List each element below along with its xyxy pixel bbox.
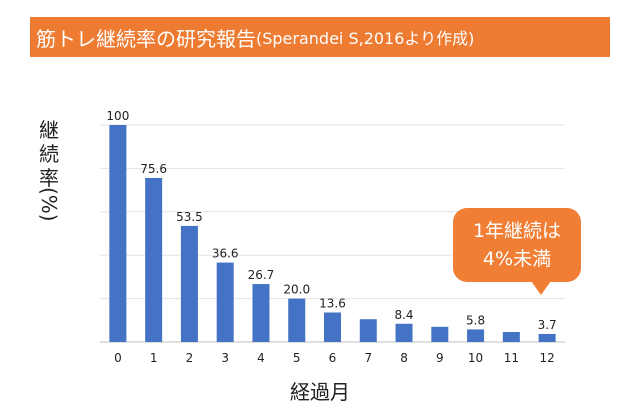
bar-month-1	[145, 177, 163, 342]
y-axis-label: 継続率 (%)	[34, 118, 64, 222]
x-tick-label-11: 11	[504, 351, 519, 365]
x-tick-label-10: 10	[468, 351, 483, 365]
y-axis-label-unit: (%)	[37, 187, 61, 222]
chart-title: 筋トレ継続率の研究報告	[36, 26, 256, 51]
annotation-callout: 1年継続は 4%未満	[453, 208, 581, 282]
bar-month-10	[467, 329, 485, 342]
chart-title-banner: 筋トレ継続率の研究報告 (Sperandei S,2016より作成)	[30, 17, 610, 57]
x-axis-label: 経過月	[290, 380, 350, 404]
bar-month-3	[216, 262, 234, 342]
data-label-month-0: 100	[106, 109, 129, 123]
data-label-month-12: 3.7	[538, 318, 557, 332]
chart-source: (Sperandei S,2016より作成)	[256, 29, 475, 48]
data-label-month-4: 26.7	[248, 268, 275, 282]
x-tick-label-6: 6	[329, 351, 337, 365]
x-tick-label-7: 7	[364, 351, 372, 365]
bar-month-5	[288, 298, 306, 342]
x-tick-label-4: 4	[257, 351, 265, 365]
x-tick-label-3: 3	[221, 351, 229, 365]
bar-month-0	[109, 125, 127, 342]
x-tick-label-2: 2	[186, 351, 194, 365]
data-label-month-2: 53.5	[176, 210, 203, 224]
x-tick-label-12: 12	[539, 351, 554, 365]
x-tick-label-0: 0	[114, 351, 122, 365]
annotation-callout-tail	[531, 281, 551, 295]
data-label-month-8: 8.4	[394, 308, 413, 322]
x-tick-label-1: 1	[150, 351, 158, 365]
data-label-month-10: 5.8	[466, 313, 485, 327]
bar-month-9	[431, 326, 449, 342]
x-tick-label-5: 5	[293, 351, 301, 365]
bar-month-8	[395, 323, 413, 342]
data-label-month-3: 36.6	[212, 247, 239, 261]
data-label-month-6: 13.6	[319, 296, 346, 310]
bar-month-12	[538, 333, 556, 342]
y-axis-label-text: 継続率	[34, 118, 64, 190]
y-axis-label-char: 続	[39, 142, 59, 166]
bar-month-7	[359, 319, 377, 342]
bar-month-4	[252, 284, 270, 342]
y-axis-label-char: 継	[39, 118, 59, 142]
x-tick-label-9: 9	[436, 351, 444, 365]
x-tick-label-8: 8	[400, 351, 408, 365]
annotation-line-2: 4%未満	[482, 248, 552, 270]
data-label-month-1: 75.6	[140, 162, 167, 176]
bar-month-2	[180, 225, 198, 342]
data-label-month-5: 20.0	[283, 283, 310, 297]
y-axis-label-char: 率	[39, 166, 59, 190]
bar-month-6	[324, 312, 341, 342]
annotation-line-1: 1年継続は	[472, 220, 562, 242]
bar-month-11	[502, 332, 520, 342]
